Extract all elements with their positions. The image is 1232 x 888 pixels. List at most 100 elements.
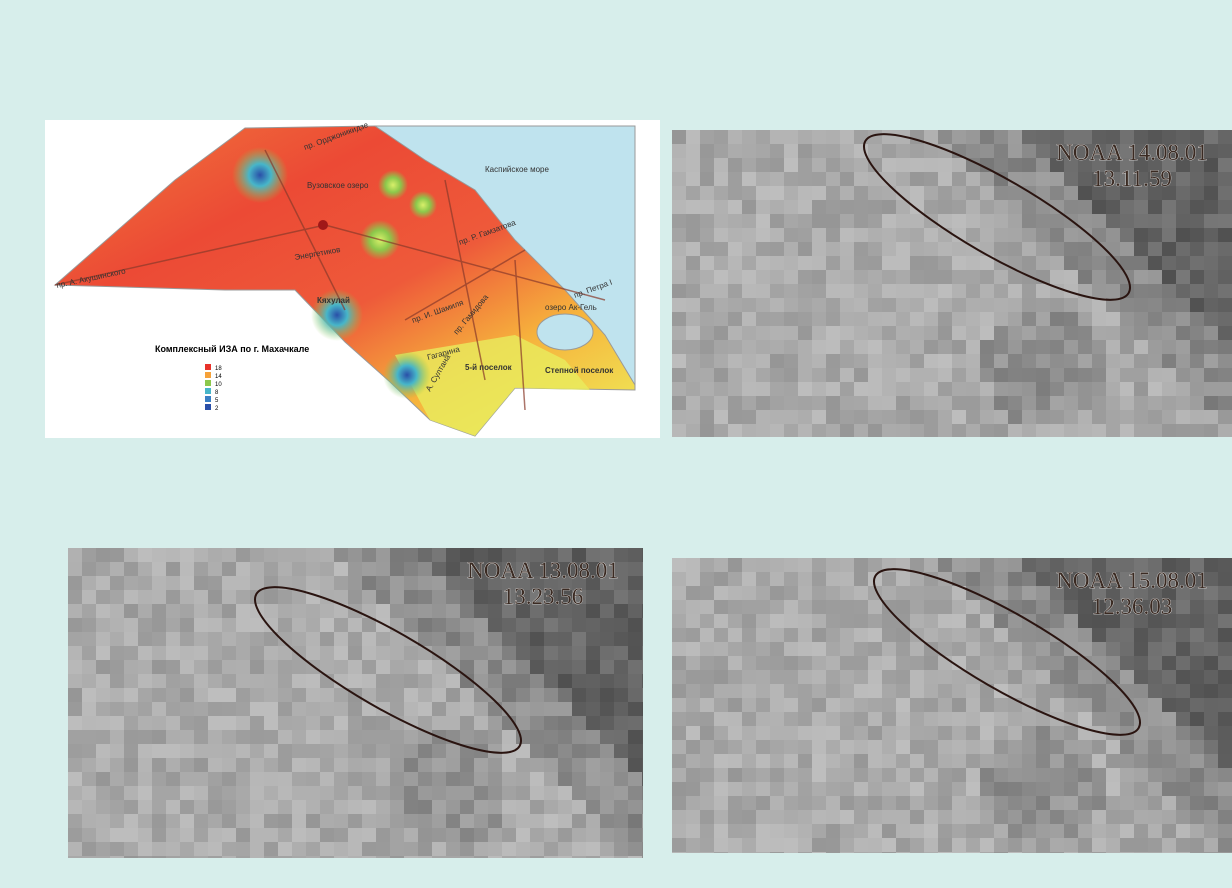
pixel <box>798 270 812 284</box>
pixel <box>1218 656 1232 670</box>
pixel <box>1176 796 1190 810</box>
pixel <box>756 600 770 614</box>
pixel <box>686 852 700 853</box>
pixel <box>404 576 418 590</box>
pixel <box>1008 130 1022 144</box>
pixel <box>1092 642 1106 656</box>
pixel <box>390 730 404 744</box>
pixel <box>1190 214 1204 228</box>
pixel <box>642 618 643 632</box>
pixel <box>742 642 756 656</box>
pixel <box>938 284 952 298</box>
pixel <box>980 614 994 628</box>
pixel <box>376 632 390 646</box>
pixel <box>1092 838 1106 852</box>
pixel <box>770 782 784 796</box>
pixel <box>1064 424 1078 437</box>
pixel <box>1162 768 1176 782</box>
pixel <box>530 632 544 646</box>
pixel <box>924 782 938 796</box>
pixel <box>628 716 642 730</box>
pixel <box>474 688 488 702</box>
pixel <box>278 856 292 858</box>
pixel <box>236 674 250 688</box>
pixel <box>124 548 138 562</box>
pixel <box>460 632 474 646</box>
pixel <box>1176 186 1190 200</box>
pixel <box>1134 642 1148 656</box>
pixel <box>686 824 700 838</box>
pixel <box>840 656 854 670</box>
pixel <box>1008 572 1022 586</box>
pixel <box>1078 824 1092 838</box>
pixel <box>1036 740 1050 754</box>
pixel <box>798 684 812 698</box>
pixel <box>1218 144 1232 158</box>
pixel <box>686 186 700 200</box>
pixel <box>1190 600 1204 614</box>
pixel <box>1162 242 1176 256</box>
pixel <box>628 800 642 814</box>
pixel <box>1064 838 1078 852</box>
pixel <box>446 674 460 688</box>
pixel <box>854 670 868 684</box>
pixel <box>966 614 980 628</box>
pixel <box>896 368 910 382</box>
pixel <box>756 270 770 284</box>
pixel <box>530 730 544 744</box>
pixel <box>742 600 756 614</box>
pixel <box>784 726 798 740</box>
pixel <box>812 558 826 572</box>
pixel <box>896 824 910 838</box>
pixel <box>348 646 362 660</box>
pixel <box>826 382 840 396</box>
pixel <box>250 772 264 786</box>
pixel <box>96 744 110 758</box>
pixel <box>138 604 152 618</box>
pixel <box>882 726 896 740</box>
pixel <box>236 632 250 646</box>
pixel <box>558 688 572 702</box>
pixel <box>826 256 840 270</box>
pixel <box>96 674 110 688</box>
pixel <box>502 800 516 814</box>
pixel <box>756 424 770 437</box>
pixel <box>68 646 82 660</box>
pixel <box>446 646 460 660</box>
pixel <box>868 354 882 368</box>
pixel <box>994 614 1008 628</box>
pixel <box>1204 768 1218 782</box>
legend-swatch <box>205 396 211 402</box>
pixel <box>840 782 854 796</box>
pixel <box>924 368 938 382</box>
pixel <box>896 838 910 852</box>
pixel <box>530 772 544 786</box>
pixel <box>840 740 854 754</box>
pixel <box>572 674 586 688</box>
pixel <box>1162 410 1176 424</box>
pixel <box>68 674 82 688</box>
pixel <box>1162 754 1176 768</box>
pixel <box>952 796 966 810</box>
image-panel: NOAA 13.08.0113.23.56 <box>68 548 643 858</box>
pixel <box>362 856 376 858</box>
pixel <box>882 586 896 600</box>
pixel <box>910 312 924 326</box>
pixel <box>868 312 882 326</box>
pixel <box>418 702 432 716</box>
pixel <box>642 842 643 856</box>
pixel <box>502 828 516 842</box>
pixel <box>700 144 714 158</box>
pixel <box>1050 796 1064 810</box>
pixel <box>68 758 82 772</box>
pixel <box>278 744 292 758</box>
pixel <box>756 852 770 853</box>
pixel <box>544 646 558 660</box>
pixel <box>826 354 840 368</box>
pixel <box>686 158 700 172</box>
pixel <box>938 396 952 410</box>
pixel <box>798 824 812 838</box>
pixel <box>896 810 910 824</box>
pixel <box>222 646 236 660</box>
pixel <box>1092 824 1106 838</box>
